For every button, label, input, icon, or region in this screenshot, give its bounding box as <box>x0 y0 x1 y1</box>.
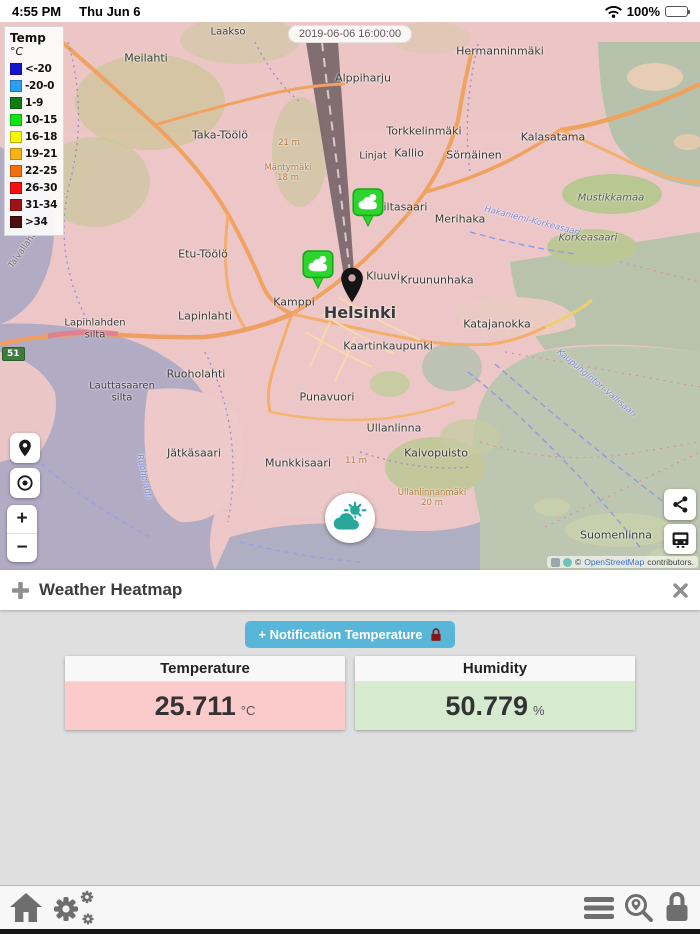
attribution-copyright: © <box>574 557 582 567</box>
close-icon <box>673 582 688 598</box>
battery-icon <box>665 5 690 17</box>
center-target-button[interactable] <box>10 468 40 498</box>
home-button[interactable] <box>8 891 44 924</box>
map-timestamp: 2019-06-06 16:00:00 <box>287 25 413 43</box>
legend-unit: °C <box>10 45 24 58</box>
globe-logo-icon <box>562 557 572 567</box>
zoom-out-button[interactable]: − <box>16 537 28 558</box>
legend-entry: 31-34 <box>10 196 59 213</box>
legend-swatch <box>10 79 22 92</box>
metric-unit: % <box>533 702 545 718</box>
notification-button-label: + Notification Temperature <box>258 627 423 642</box>
map-logo-icon <box>550 557 560 567</box>
locate-pin-button[interactable] <box>10 433 40 463</box>
legend-entry: <-20 <box>10 60 59 77</box>
map-view[interactable]: Laakso Meilahti Hermanninmäki Alppiharju Tak… <box>0 22 700 570</box>
legend-entry: 1-9 <box>10 94 59 111</box>
zoom-in-button[interactable]: + <box>16 508 28 529</box>
legend-swatch <box>10 198 22 211</box>
legend-label: >34 <box>25 215 48 228</box>
hamburger-menu-icon <box>584 896 614 919</box>
legend-entry: -20-0 <box>10 77 59 94</box>
legend-swatch <box>10 113 22 126</box>
home-icon <box>10 893 42 922</box>
panel-header: Weather Heatmap <box>0 570 700 610</box>
legend-label: 1-9 <box>25 96 44 109</box>
legend-swatch <box>10 164 22 177</box>
legend-label: 19-21 <box>25 147 58 160</box>
legend-label: 31-34 <box>25 198 58 211</box>
plus-icon <box>12 581 29 599</box>
bus-icon <box>672 531 688 548</box>
status-bar: 4:55 PM Thu Jun 6 100% <box>0 0 700 22</box>
status-time: 4:55 PM <box>12 3 62 19</box>
search-location-icon <box>625 893 653 922</box>
metric-value-area: 50.779% <box>355 682 635 730</box>
temperature-legend: Temp °C <-20 -20-0 1-9 10-15 16-18 19-21 22-25… <box>4 26 64 236</box>
weather-layer-button[interactable] <box>325 493 375 543</box>
wifi-icon <box>605 5 622 18</box>
share-button[interactable] <box>664 489 696 520</box>
legend-entry: 10-15 <box>10 111 59 128</box>
legend-entry: 22-25 <box>10 162 59 179</box>
transit-button[interactable] <box>664 524 696 554</box>
close-panel-button[interactable] <box>673 582 688 598</box>
legend-entry: >34 <box>10 213 59 230</box>
road-shield: 51 <box>2 347 25 361</box>
weather-station-marker[interactable] <box>302 250 334 293</box>
lock-button[interactable] <box>662 891 692 924</box>
settings-button[interactable] <box>50 889 96 927</box>
search-location-button[interactable] <box>622 891 656 925</box>
legend-swatch <box>10 147 22 160</box>
legend-label: 16-18 <box>25 130 58 143</box>
weather-cloud-sun-icon <box>333 501 367 531</box>
metric-card-temperature: Temperature 25.711 °C <box>65 656 345 730</box>
metric-title: Humidity <box>355 656 635 682</box>
metric-value: 25.711 <box>154 690 236 721</box>
dropped-pin-marker[interactable] <box>339 266 365 308</box>
panel-title: Weather Heatmap <box>39 580 183 599</box>
menu-button[interactable] <box>582 893 616 923</box>
metric-unit: °C <box>240 702 256 718</box>
legend-label: 26-30 <box>25 181 58 194</box>
legend-swatch <box>10 62 22 75</box>
legend-entry: 16-18 <box>10 128 59 145</box>
metric-card-humidity: Humidity 50.779% <box>355 656 635 730</box>
map-attribution: © OpenStreetMap contributors. <box>546 556 698 568</box>
legend-entry: 26-30 <box>10 179 59 196</box>
status-date: Thu Jun 6 <box>79 3 141 19</box>
pin-icon <box>19 439 31 457</box>
legend-label: <-20 <box>25 62 52 75</box>
battery-percent: 100% <box>626 3 660 19</box>
legend-swatch <box>10 181 22 194</box>
legend-label: 22-25 <box>25 164 58 177</box>
legend-swatch <box>10 215 22 228</box>
bottom-toolbar <box>0 885 700 929</box>
legend-swatch <box>10 130 22 143</box>
weather-station-marker[interactable] <box>352 188 384 231</box>
home-indicator-strip <box>0 929 700 934</box>
legend-entry: 19-21 <box>10 145 59 162</box>
target-icon <box>17 475 33 491</box>
attribution-suffix: contributors. <box>647 557 694 567</box>
lock-icon <box>430 627 441 641</box>
zoom-controls: + − <box>7 505 37 562</box>
openstreetmap-link[interactable]: OpenStreetMap <box>584 557 645 567</box>
panel-content: + Notification Temperature Temperature 25… <box>0 610 700 885</box>
metric-title: Temperature <box>65 656 345 682</box>
metric-value-area: 25.711 °C <box>65 682 345 730</box>
metric-value: 50.779 <box>445 690 529 721</box>
add-widget-button[interactable] <box>12 581 29 599</box>
map-canvas <box>0 22 700 570</box>
padlock-icon <box>666 892 688 921</box>
legend-label: 10-15 <box>25 113 58 126</box>
notification-temperature-button[interactable]: + Notification Temperature <box>245 621 455 648</box>
legend-label: -20-0 <box>25 79 55 92</box>
metric-cards: Temperature 25.711 °C Humidity 50.779% <box>0 656 700 730</box>
legend-swatch <box>10 96 22 109</box>
gears-icon <box>54 890 94 925</box>
share-icon <box>672 496 687 513</box>
legend-title: Temp <box>10 31 46 45</box>
